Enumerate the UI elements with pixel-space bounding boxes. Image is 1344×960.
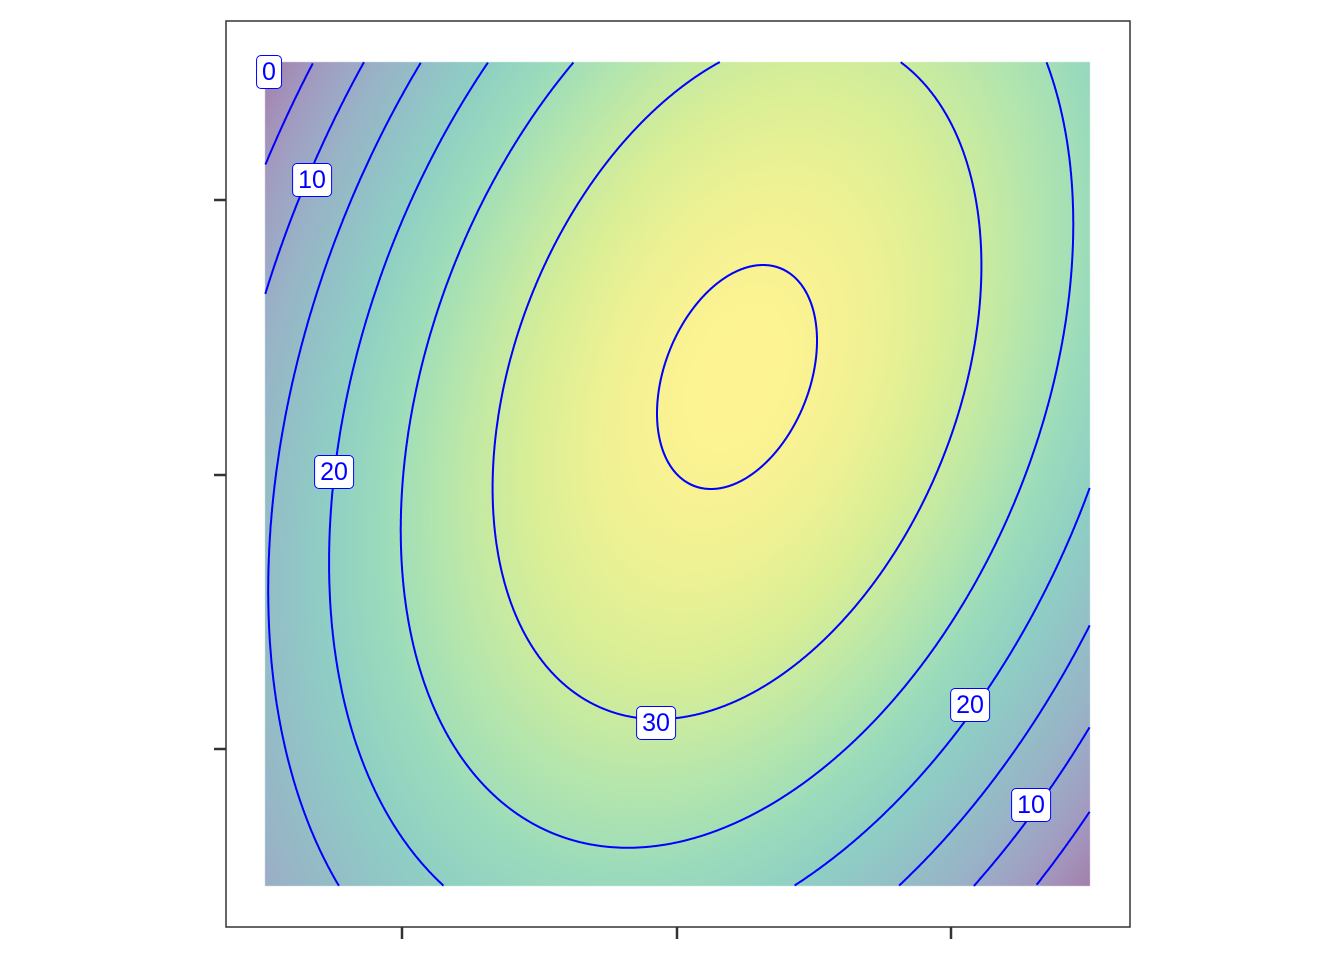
contour-line-20: [328, 62, 1091, 887]
contour-label: 10: [292, 163, 332, 197]
contour-label: 20: [314, 455, 354, 489]
contour-line-35: [656, 264, 818, 490]
contour-line-5: [264, 62, 1091, 886]
contour-line-30: [491, 61, 983, 721]
contour-line-15: [267, 62, 1091, 887]
contour-line-25: [399, 61, 1075, 849]
contour-label: 30: [636, 706, 676, 740]
contour-label: 10: [1011, 788, 1051, 822]
contour-label: 0: [256, 55, 282, 89]
axis-ticks: [214, 198, 953, 939]
contour-lines: [264, 61, 1091, 887]
contour-label: 20: [950, 688, 990, 722]
